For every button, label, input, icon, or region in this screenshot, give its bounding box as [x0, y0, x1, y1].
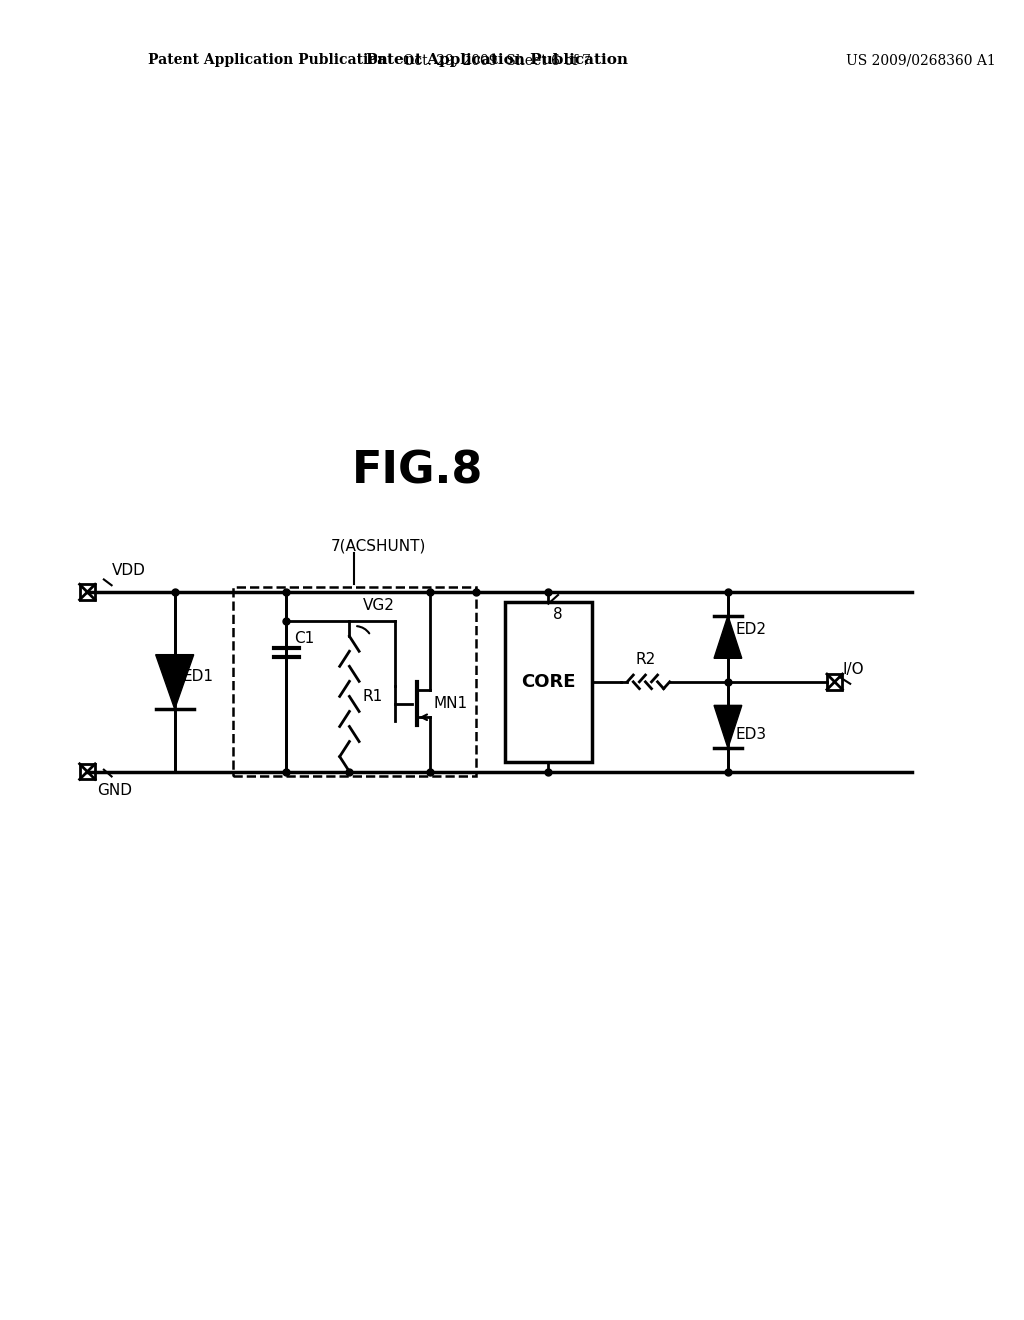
Polygon shape	[714, 705, 741, 748]
Text: 8: 8	[553, 607, 563, 622]
Text: US 2009/0268360 A1: US 2009/0268360 A1	[846, 53, 996, 67]
Text: R2: R2	[635, 652, 655, 668]
Text: C1: C1	[294, 631, 314, 645]
Text: ED3: ED3	[735, 727, 767, 742]
Bar	[505, 602, 592, 762]
Text: ED1: ED1	[182, 669, 213, 685]
Bar	[80, 585, 95, 599]
Text: Patent Application Publication: Patent Application Publication	[147, 53, 387, 67]
Bar	[827, 675, 843, 689]
Text: I/O: I/O	[843, 663, 864, 677]
Polygon shape	[156, 655, 194, 709]
Text: MN1: MN1	[434, 696, 468, 711]
Text: R1: R1	[362, 689, 383, 704]
Text: CORE: CORE	[521, 673, 575, 690]
Text: FIG.8: FIG.8	[351, 449, 483, 492]
Text: 7(ACSHUNT): 7(ACSHUNT)	[331, 539, 426, 553]
Text: VG2: VG2	[362, 598, 395, 614]
Polygon shape	[714, 615, 741, 659]
Bar	[80, 764, 95, 779]
Text: Oct. 29, 2009  Sheet 6 of 7: Oct. 29, 2009 Sheet 6 of 7	[402, 53, 591, 67]
Bar	[232, 587, 475, 776]
Text: ED2: ED2	[735, 622, 767, 636]
Text: Patent Application Publication: Patent Application Publication	[366, 53, 628, 67]
Text: GND: GND	[97, 783, 132, 799]
Text: VDD: VDD	[112, 562, 145, 578]
